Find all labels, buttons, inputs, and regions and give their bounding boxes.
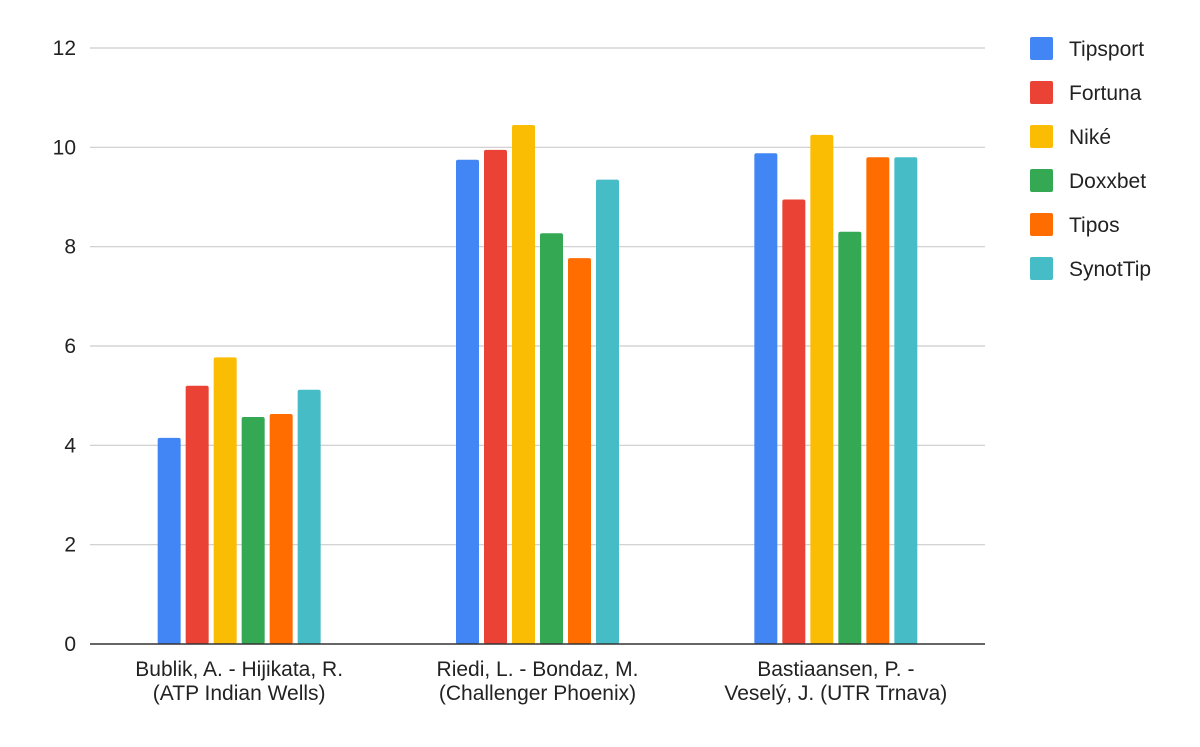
bars xyxy=(157,124,918,645)
x-category-label: Bublik, A. - Hijikata, R. xyxy=(135,658,343,681)
x-category-label: Riedi, L. - Bondaz, M. xyxy=(437,658,639,681)
bar-doxxbet-1 xyxy=(540,233,563,645)
axes: 0 2 4 6 8 10 12 Bublik, A. - Hijikata, R.(ATP I… xyxy=(53,37,985,705)
legend-swatch xyxy=(1030,257,1053,280)
bar-synottip-1 xyxy=(596,179,619,644)
bar-doxxbet-0 xyxy=(241,417,265,644)
bar-doxxbet-2 xyxy=(838,231,862,644)
legend-swatch xyxy=(1030,169,1053,192)
legend-label: Tipsport xyxy=(1069,38,1144,61)
bar-tipos-2 xyxy=(866,157,890,644)
bar-tipos-0 xyxy=(269,414,293,644)
legend-label: Fortuna xyxy=(1069,82,1142,105)
legend-swatch xyxy=(1030,125,1053,148)
y-tick-label: 6 xyxy=(64,335,76,358)
y-tick-label: 0 xyxy=(64,633,76,656)
bar-tipsport-2 xyxy=(754,153,778,644)
legend-label: Tipos xyxy=(1069,214,1120,237)
x-category-label: (Challenger Phoenix) xyxy=(439,682,636,705)
bar-synottip-2 xyxy=(894,157,918,644)
legend-swatch xyxy=(1030,213,1053,236)
gridlines xyxy=(90,47,985,546)
legend-swatch xyxy=(1030,81,1053,104)
y-tick-label: 2 xyxy=(64,534,76,557)
x-category-label: Bastiaansen, P. - xyxy=(757,658,914,681)
y-tick-label: 8 xyxy=(64,236,76,259)
bar-fortuna-0 xyxy=(185,385,209,644)
bar-fortuna-2 xyxy=(782,199,806,644)
x-category-label: Veselý, J. (UTR Trnava) xyxy=(724,682,947,705)
legend-label: SynotTip xyxy=(1069,258,1151,281)
y-tick-label: 10 xyxy=(53,136,76,159)
bar-nik--0 xyxy=(213,357,237,644)
bar-fortuna-1 xyxy=(484,149,507,645)
y-tick-label: 4 xyxy=(64,434,76,457)
legend-label: Doxxbet xyxy=(1069,170,1146,193)
bar-nik--1 xyxy=(512,124,535,644)
bar-tipos-1 xyxy=(568,258,591,644)
bar-tipsport-1 xyxy=(456,159,479,644)
legend-swatch xyxy=(1030,37,1053,60)
legend-label: Niké xyxy=(1069,126,1111,149)
legend: Tipsport Fortuna Niké Doxxbet Tipos SynotTip xyxy=(1030,37,1151,281)
x-category-label: (ATP Indian Wells) xyxy=(153,682,326,705)
bar-tipsport-0 xyxy=(157,437,181,644)
y-tick-label: 12 xyxy=(53,37,76,60)
bar-synottip-0 xyxy=(297,389,321,644)
bar-nik--2 xyxy=(810,134,834,644)
